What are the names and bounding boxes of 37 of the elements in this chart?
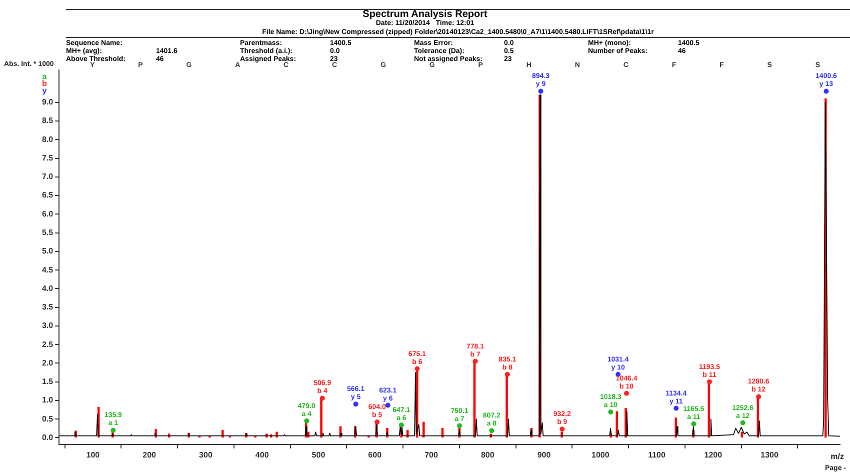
y-tick-label: 7.0: [42, 172, 54, 182]
x-tick-label: 100: [86, 450, 100, 460]
y-tick-label: 8.5: [42, 116, 54, 126]
y-tick-label: 5.0: [42, 246, 54, 256]
x-tick-label: 700: [424, 450, 438, 460]
text: y: [42, 86, 47, 95]
chart-title: Spectrum Analysis Report: [362, 9, 488, 20]
y-tick-label: 1.5: [42, 377, 54, 386]
x-tick-label: 400: [255, 450, 270, 460]
x-axis-title: m/z: [830, 452, 844, 461]
y-tick-label: 2.5: [42, 340, 54, 349]
x-tick-label: 800: [480, 450, 495, 460]
y-tick-label: 5.5: [42, 228, 54, 237]
y-tick-label: 6.0: [42, 209, 54, 218]
y-tick-label: 0.5: [42, 414, 54, 424]
y-tick-label: 4.5: [42, 265, 54, 274]
y-tick-label: 8.0: [42, 134, 54, 144]
y-tick-label: 9.0: [42, 98, 54, 107]
y-tick-label: 0.0: [42, 432, 54, 442]
text: b: [42, 79, 47, 88]
x-tick-label: 1300: [760, 450, 779, 460]
x-tick-label: 1100: [648, 450, 666, 460]
y-tick-label: 2.0: [42, 358, 54, 368]
x-tick-label: 500: [312, 450, 326, 460]
y-tick-label: 3.5: [42, 302, 54, 312]
y-tick-label: 1.0: [42, 396, 54, 405]
x-tick-label: 900: [537, 450, 552, 460]
y-tick-label: 6.5: [42, 190, 54, 200]
x-tick-label: 1000: [591, 450, 610, 460]
x-tick-label: 1200: [704, 450, 723, 460]
y-tick-label: 7.5: [42, 153, 54, 162]
x-tick-label: 200: [142, 450, 157, 460]
text: a: [42, 72, 47, 81]
x-tick-label: 600: [368, 450, 382, 460]
x-tick-label: 300: [199, 450, 213, 460]
y-tick-label: 3.0: [42, 321, 54, 330]
y-tick-label: 4.0: [42, 284, 54, 293]
